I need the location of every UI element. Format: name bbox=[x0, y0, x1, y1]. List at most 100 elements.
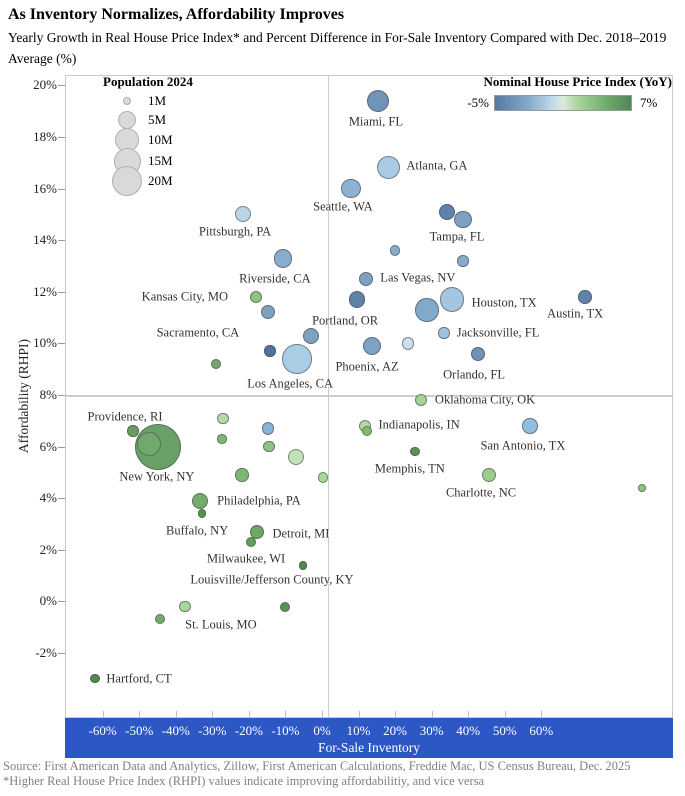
data-point[interactable] bbox=[637, 483, 646, 492]
data-point[interactable] bbox=[263, 440, 275, 453]
city-label: Kansas City, MO bbox=[141, 289, 229, 304]
x-tick-mark bbox=[395, 711, 397, 718]
city-bubble-detroit-mi[interactable] bbox=[249, 524, 264, 539]
city-bubble-san-antonio-tx[interactable] bbox=[522, 418, 538, 434]
x-tick-mark bbox=[175, 711, 177, 718]
y-tick-label: 10% bbox=[33, 335, 57, 351]
y-tick-label: 12% bbox=[33, 283, 57, 299]
city-bubble-las-vegas-nv[interactable] bbox=[358, 271, 374, 287]
x-tick-mark bbox=[541, 711, 543, 718]
data-point[interactable] bbox=[288, 448, 305, 465]
city-bubble-louisville-jefferson-county-ky[interactable] bbox=[298, 560, 308, 570]
city-label: Louisville/Jefferson County, KY bbox=[190, 572, 354, 587]
x-tick-label: 30% bbox=[419, 723, 444, 738]
city-label: St. Louis, MO bbox=[185, 617, 257, 632]
city-label: Sacramento, CA bbox=[156, 325, 240, 340]
city-bubble-pittsburgh-pa[interactable] bbox=[235, 206, 252, 223]
city-bubble-memphis-tn[interactable] bbox=[410, 447, 420, 457]
data-point[interactable] bbox=[137, 432, 162, 457]
y-tick-mark bbox=[58, 188, 65, 190]
city-label: Oklahoma City, OK bbox=[434, 392, 536, 407]
city-label: Jacksonville, FL bbox=[456, 325, 540, 340]
city-bubble-oklahoma-city-ok[interactable] bbox=[415, 394, 428, 407]
size-legend-circle bbox=[118, 111, 136, 129]
y-tick-label: 18% bbox=[33, 129, 57, 144]
x-tick-mark bbox=[468, 711, 470, 718]
city-label: Miami, FL bbox=[348, 114, 403, 129]
city-bubble-milwaukee-wi[interactable] bbox=[245, 536, 257, 548]
city-bubble-sacramento-ca[interactable] bbox=[260, 305, 275, 320]
city-bubble-tampa-fl[interactable] bbox=[439, 203, 455, 220]
city-bubble-charlotte-nc[interactable] bbox=[482, 467, 497, 482]
city-label: Tampa, FL bbox=[429, 229, 485, 244]
city-label: Philadelphia, PA bbox=[217, 493, 301, 508]
data-point[interactable] bbox=[264, 345, 276, 357]
city-bubble-seattle-wa[interactable] bbox=[341, 178, 361, 199]
chart-title: As Inventory Normalizes, Affordability I… bbox=[8, 6, 345, 23]
data-point[interactable] bbox=[457, 255, 469, 267]
size-legend-label: 5M bbox=[148, 112, 167, 127]
chart-subtitle: Yearly Growth in Real House Price Index*… bbox=[8, 30, 667, 66]
city-bubble-riverside-ca[interactable] bbox=[273, 248, 293, 268]
city-bubble-phoenix-az[interactable] bbox=[363, 336, 382, 355]
data-point[interactable] bbox=[454, 210, 472, 229]
y-tick-label: 0% bbox=[39, 593, 57, 609]
city-label: Milwaukee, WI bbox=[206, 551, 286, 566]
city-label: Indianapolis, IN bbox=[378, 417, 460, 432]
data-point[interactable] bbox=[280, 601, 291, 612]
plot-area bbox=[65, 75, 673, 718]
city-bubble-philadelphia-pa[interactable] bbox=[191, 492, 208, 509]
color-legend-min-label: -5% bbox=[467, 95, 489, 110]
y-tick-mark bbox=[58, 549, 65, 551]
y-tick-label: 14% bbox=[33, 232, 57, 248]
city-bubble-atlanta-ga[interactable] bbox=[377, 156, 401, 180]
city-bubble-buffalo-ny[interactable] bbox=[197, 509, 207, 518]
city-bubble-austin-tx[interactable] bbox=[578, 290, 592, 304]
x-axis-title: For-Sale Inventory bbox=[317, 740, 421, 755]
data-point[interactable] bbox=[389, 245, 401, 256]
data-point[interactable] bbox=[235, 468, 249, 482]
city-label: Seattle, WA bbox=[313, 199, 373, 214]
city-bubble-kansas-city-mo[interactable] bbox=[249, 290, 263, 304]
y-tick-label: 4% bbox=[39, 490, 57, 506]
x-tick-mark bbox=[358, 711, 360, 718]
data-point[interactable] bbox=[261, 422, 275, 435]
color-gradient-bar bbox=[494, 95, 632, 111]
y-tick-mark bbox=[58, 653, 65, 654]
city-bubble-orlando-fl[interactable] bbox=[471, 346, 486, 361]
x-tick-label: 20% bbox=[383, 723, 408, 738]
x-tick-mark bbox=[322, 711, 323, 718]
data-point[interactable] bbox=[217, 434, 227, 444]
data-point[interactable] bbox=[155, 614, 166, 625]
data-point[interactable] bbox=[217, 412, 229, 424]
city-bubble-los-angeles-ca[interactable] bbox=[282, 344, 312, 374]
data-point[interactable] bbox=[303, 327, 320, 344]
x-tick-label: 40% bbox=[456, 723, 481, 738]
city-bubble-hartford-ct[interactable] bbox=[90, 674, 100, 684]
data-point[interactable] bbox=[361, 426, 372, 437]
city-bubble-miami-fl[interactable] bbox=[366, 89, 389, 112]
data-point[interactable] bbox=[415, 298, 439, 322]
y-tick-label: 8% bbox=[39, 387, 57, 402]
city-label: Atlanta, GA bbox=[406, 158, 468, 173]
city-label: Las Vegas, NV bbox=[380, 270, 456, 285]
x-axis-band: For-Sale Inventory -60% -50% -40% -30% -20% -… bbox=[65, 718, 673, 758]
data-point[interactable] bbox=[210, 358, 222, 370]
x-tick-label: 0% bbox=[313, 723, 331, 738]
city-label: Pittsburgh, PA bbox=[198, 224, 272, 239]
city-bubble-jacksonville-fl[interactable] bbox=[438, 327, 450, 339]
city-label: San Antonio, TX bbox=[480, 438, 566, 453]
city-bubble-portland-or[interactable] bbox=[348, 291, 366, 308]
x-tick-mark bbox=[285, 711, 287, 718]
city-bubble-st-louis-mo[interactable] bbox=[179, 600, 191, 613]
city-label: Riverside, CA bbox=[239, 271, 311, 286]
x-tick-label: -60% bbox=[88, 723, 117, 738]
x-tick-label: -50% bbox=[125, 723, 154, 738]
data-point[interactable] bbox=[317, 472, 329, 483]
city-label: Detroit, MI bbox=[272, 526, 330, 541]
size-legend-circle bbox=[112, 166, 142, 196]
x-tick-mark bbox=[431, 711, 433, 718]
city-bubble-providence-ri[interactable] bbox=[127, 425, 139, 437]
data-point[interactable] bbox=[401, 337, 415, 350]
city-bubble-houston-tx[interactable] bbox=[439, 287, 465, 312]
